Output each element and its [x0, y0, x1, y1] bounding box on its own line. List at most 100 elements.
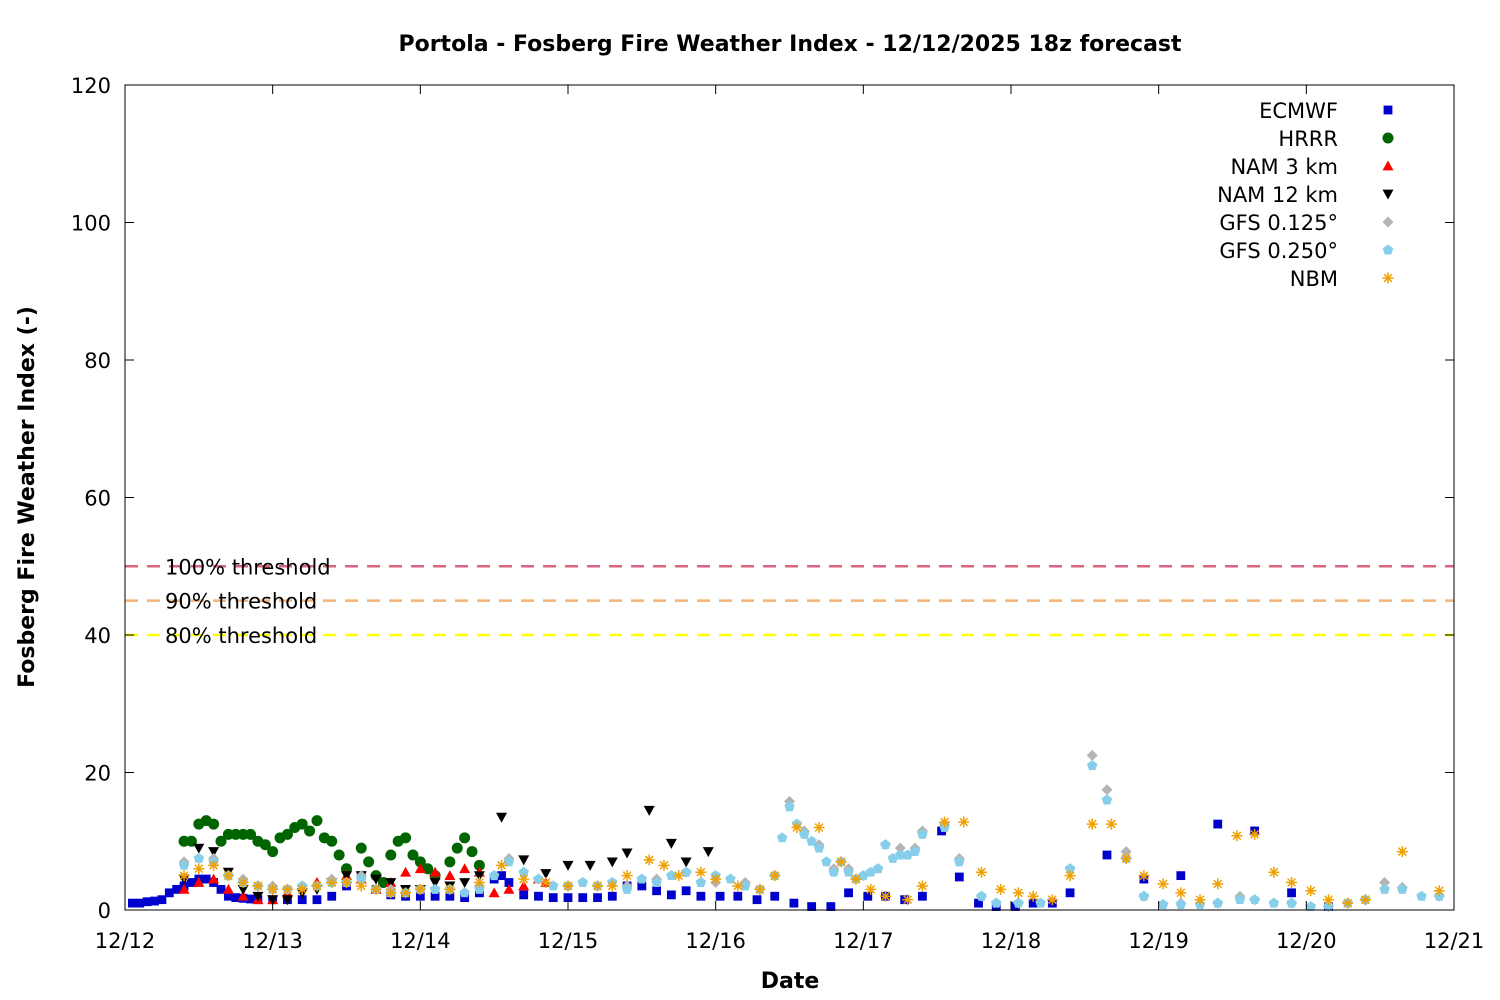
x-tick-label: 12/12 [95, 929, 156, 953]
point [473, 859, 485, 871]
point [430, 891, 440, 901]
point [429, 878, 441, 888]
point [237, 884, 249, 895]
point [459, 878, 471, 888]
point [917, 828, 928, 839]
point [311, 815, 323, 827]
y-tick-label: 100 [71, 212, 111, 236]
point [208, 818, 220, 830]
point [776, 832, 788, 843]
point [473, 877, 485, 888]
point [865, 866, 876, 877]
point [326, 877, 338, 888]
point [222, 883, 234, 894]
point [296, 818, 308, 830]
point [488, 887, 500, 898]
point [496, 812, 508, 823]
point [1157, 878, 1169, 890]
x-tick-label: 12/18 [981, 929, 1042, 953]
point [503, 856, 515, 867]
point [1212, 897, 1223, 908]
point [252, 880, 264, 892]
point [326, 835, 338, 847]
point [695, 866, 707, 878]
point [127, 898, 137, 908]
point [1286, 897, 1297, 908]
point [813, 842, 825, 853]
point [193, 863, 205, 875]
legend-marker [1382, 244, 1394, 255]
point [865, 883, 877, 895]
point [519, 890, 529, 900]
point [1086, 818, 1098, 830]
point [281, 895, 293, 906]
point [879, 890, 891, 902]
point [754, 883, 766, 895]
point [1194, 894, 1206, 906]
point [201, 874, 211, 884]
point [216, 884, 226, 894]
legend-marker [1382, 132, 1394, 144]
point [208, 873, 220, 884]
point [1213, 819, 1223, 829]
point [1397, 883, 1408, 894]
point [1086, 749, 1098, 761]
point [976, 890, 987, 901]
point [370, 883, 382, 895]
point [267, 883, 279, 895]
point [1120, 852, 1132, 864]
point [1102, 850, 1112, 860]
point [333, 849, 345, 861]
point [673, 870, 685, 882]
x-tick-label: 12/13 [242, 929, 303, 953]
point [916, 880, 928, 892]
point [975, 866, 987, 878]
point [974, 898, 983, 908]
point [142, 897, 152, 907]
point [607, 891, 617, 901]
point [1028, 898, 1038, 908]
point [821, 856, 832, 867]
point [1157, 899, 1169, 909]
point [231, 893, 241, 903]
point [1101, 794, 1113, 805]
point [637, 881, 647, 891]
point [1305, 885, 1317, 897]
point [355, 842, 367, 854]
point [895, 849, 906, 860]
point [208, 847, 220, 858]
point [939, 816, 951, 828]
point [281, 828, 293, 840]
point [1105, 818, 1117, 830]
point [415, 891, 425, 901]
point [474, 883, 485, 894]
point [267, 846, 279, 858]
legend-label: GFS 0.125° [1219, 211, 1338, 235]
point [680, 866, 692, 877]
point [770, 891, 780, 901]
point [880, 839, 891, 850]
point [1322, 894, 1334, 906]
point [1286, 877, 1298, 888]
point [643, 805, 655, 816]
legend-label: NAM 3 km [1230, 155, 1338, 179]
point [843, 866, 854, 877]
point [1013, 897, 1024, 908]
point [444, 883, 456, 895]
point [164, 888, 174, 898]
point [991, 897, 1002, 908]
point [281, 883, 293, 895]
point [178, 859, 190, 870]
point [807, 902, 817, 911]
point [193, 852, 205, 863]
point [459, 832, 471, 844]
point [172, 884, 182, 894]
point [400, 887, 412, 899]
point [1287, 888, 1296, 898]
point [651, 877, 662, 887]
point [429, 866, 441, 877]
point [422, 863, 434, 875]
point [1101, 784, 1113, 796]
